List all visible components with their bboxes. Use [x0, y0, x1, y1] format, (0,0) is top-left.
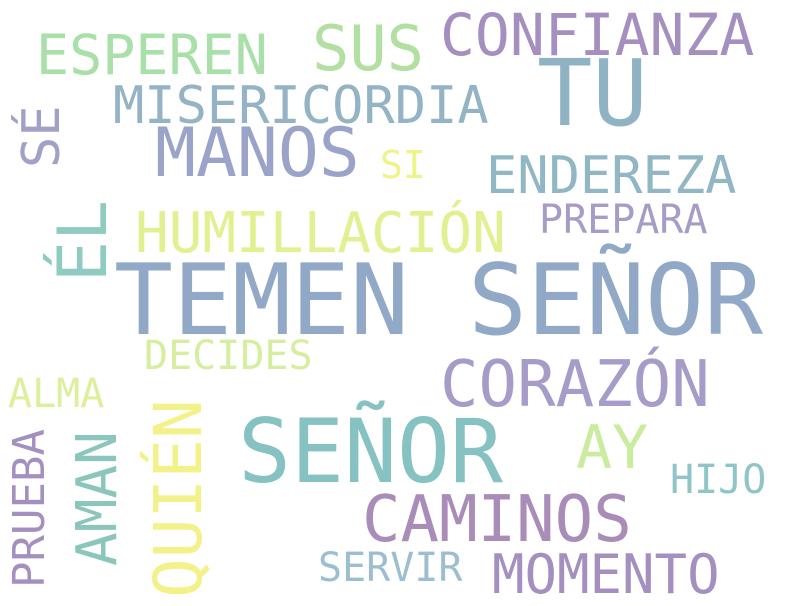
word-decides: DECIDES — [144, 333, 313, 379]
word-prepara: PREPARA — [539, 197, 708, 243]
word-el: ÉL — [44, 200, 123, 282]
word-temen-senor: TEMEN SEÑOR — [114, 244, 764, 358]
word-aman: AMAN — [65, 431, 130, 566]
word-servir: SERVIR — [318, 545, 463, 591]
word-endereza: ENDEREZA — [486, 146, 737, 206]
word-sus: SUS — [312, 12, 424, 85]
word-corazon: CORAZÓN — [440, 348, 710, 422]
word-tu: TU — [537, 40, 648, 147]
word-caminos: CAMINOS — [362, 483, 632, 557]
word-quien: QUIÉN — [140, 399, 217, 598]
word-humillacion: HUMILLACIÓN — [135, 201, 506, 266]
word-si: SI — [380, 143, 426, 187]
word-ay: AY — [576, 413, 649, 483]
word-esperen: ESPEREN — [36, 23, 268, 87]
word-momento: MOMENTO — [492, 543, 720, 606]
word-hijo: HIJO — [670, 457, 767, 503]
word-prueba: PRUEBA — [4, 429, 55, 588]
word-se: SÉ — [12, 105, 72, 168]
word-misericordia: MISERICORDIA — [113, 76, 489, 136]
word-manos: MANOS — [155, 114, 360, 193]
word-senor: SEÑOR — [238, 400, 503, 503]
word-alma: ALMA — [8, 371, 105, 417]
word-confianza: CONFIANZA — [440, 1, 755, 69]
